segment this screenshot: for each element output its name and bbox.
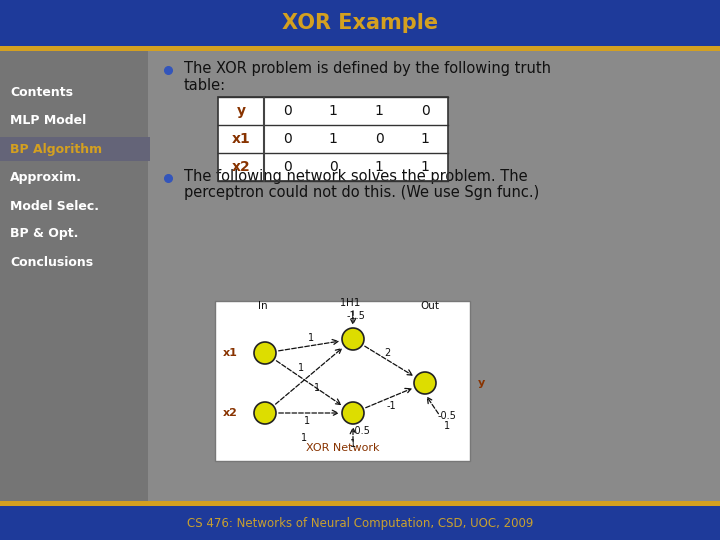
Bar (218, 97, 448, 181)
Text: 1: 1 (444, 421, 450, 431)
Text: -1: -1 (386, 401, 396, 411)
Text: 1: 1 (314, 383, 320, 393)
Text: The XOR problem is defined by the following truth: The XOR problem is defined by the follow… (184, 60, 551, 76)
Text: y: y (236, 104, 246, 118)
Text: MLP Model: MLP Model (10, 113, 86, 126)
Circle shape (254, 342, 276, 364)
Text: 0: 0 (283, 132, 292, 146)
Text: Approxim.: Approxim. (10, 171, 82, 184)
Text: Out: Out (420, 301, 439, 311)
Text: 1: 1 (298, 363, 304, 373)
Text: BP & Opt.: BP & Opt. (10, 227, 78, 240)
Circle shape (254, 402, 276, 424)
Text: 1: 1 (301, 433, 307, 443)
Text: 1: 1 (374, 104, 384, 118)
Text: 0: 0 (420, 104, 429, 118)
Text: XOR Network: XOR Network (306, 443, 379, 453)
Text: x2: x2 (232, 160, 251, 174)
Text: 1: 1 (328, 132, 338, 146)
Circle shape (342, 402, 364, 424)
Bar (0, 506, 720, 540)
Bar (0, 46, 720, 51)
Text: 1: 1 (340, 298, 346, 308)
Bar (0, 0, 720, 46)
Bar (215, 301, 470, 461)
Text: -0.5: -0.5 (351, 426, 370, 436)
Circle shape (342, 328, 364, 350)
Text: Model Selec.: Model Selec. (10, 199, 99, 213)
Text: table:: table: (184, 78, 226, 92)
Text: 2: 2 (384, 348, 390, 358)
Text: 1: 1 (328, 104, 338, 118)
Text: y: y (478, 378, 485, 388)
Bar (0, 501, 720, 506)
Text: x2: x2 (223, 408, 238, 418)
Text: Contents: Contents (10, 85, 73, 98)
Text: 1: 1 (350, 439, 356, 449)
Text: BP Algorithm: BP Algorithm (10, 143, 102, 156)
Text: 0: 0 (374, 132, 383, 146)
Text: 1: 1 (304, 416, 310, 426)
Text: CS 476: Networks of Neural Computation, CSD, UOC, 2009: CS 476: Networks of Neural Computation, … (186, 516, 534, 530)
Text: XOR Example: XOR Example (282, 13, 438, 33)
Text: H1: H1 (346, 298, 360, 308)
Text: -0.5: -0.5 (438, 411, 456, 421)
Text: 0: 0 (283, 160, 292, 174)
Text: 0: 0 (283, 104, 292, 118)
Text: -1.5: -1.5 (346, 311, 366, 321)
Text: 1: 1 (420, 132, 429, 146)
Text: The following network solves the problem. The: The following network solves the problem… (184, 168, 528, 184)
Bar (218, 97, 448, 181)
Text: x1: x1 (223, 348, 238, 358)
Bar (0, 137, 150, 161)
Text: x1: x1 (232, 132, 251, 146)
Text: Conclusions: Conclusions (10, 255, 93, 268)
Text: 1: 1 (308, 333, 314, 343)
Text: In: In (258, 301, 268, 311)
Text: 1: 1 (420, 160, 429, 174)
Text: 0: 0 (328, 160, 338, 174)
Text: perceptron could not do this. (We use Sgn func.): perceptron could not do this. (We use Sg… (184, 186, 539, 200)
Text: 1: 1 (374, 160, 384, 174)
Circle shape (414, 372, 436, 394)
Bar (0, 51, 148, 501)
